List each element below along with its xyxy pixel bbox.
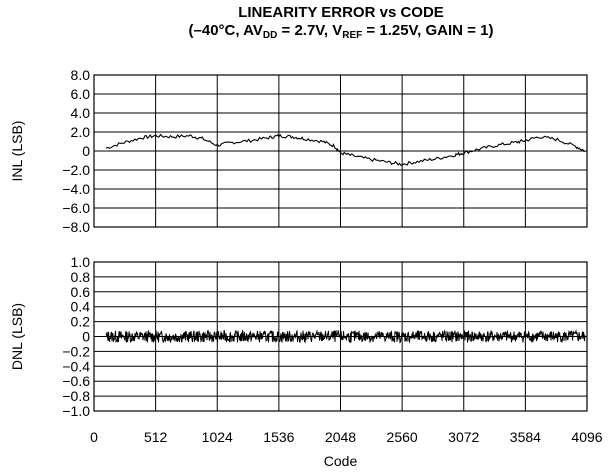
x-tick-label: 0 — [90, 429, 98, 445]
inl-ytick-label: 6.0 — [71, 86, 91, 102]
x-axis-label: Code — [324, 453, 358, 469]
x-tick-label: 512 — [144, 429, 168, 445]
dnl-ytick-label: 0.6 — [71, 284, 91, 300]
x-tick-label: 2048 — [325, 429, 356, 445]
inl-ytick-label: −2.0 — [62, 162, 90, 178]
x-tick-label: 4096 — [571, 429, 602, 445]
dnl-ytick-label: −0.8 — [62, 388, 90, 404]
inl-series-line — [105, 133, 586, 166]
x-tick-label: 2560 — [387, 429, 418, 445]
inl-ytick-label: 0 — [82, 143, 90, 159]
dnl-ytick-label: −0.2 — [62, 343, 90, 359]
dnl-ytick-label: 0.2 — [71, 314, 91, 330]
inl-ytick-label: 4.0 — [71, 105, 91, 121]
subtitle-part-open: (–40°C, AV — [188, 22, 263, 39]
chart-subtitle: (–40°C, AVDD = 2.7V, VREF = 1.25V, GAIN … — [90, 22, 592, 41]
inl-ytick-label: 8.0 — [71, 67, 91, 83]
x-tick-label: 1536 — [263, 429, 294, 445]
x-tick-label: 1024 — [202, 429, 233, 445]
inl-ytick-label: −6.0 — [62, 200, 90, 216]
dnl-ytick-label: 0.8 — [71, 269, 91, 285]
chart-title: LINEARITY ERROR vs CODE — [238, 4, 444, 21]
inl-ytick-label: 2.0 — [71, 124, 91, 140]
dnl-plot-frame — [93, 261, 588, 412]
inl-ytick-label: −4.0 — [62, 181, 90, 197]
inl-plot-frame — [93, 74, 588, 228]
subtitle-part-rest: = 1.25V, GAIN = 1) — [362, 22, 494, 39]
x-tick-label: 3072 — [448, 429, 479, 445]
x-tick-label: 3584 — [510, 429, 541, 445]
subtitle-sub-dd: DD — [262, 30, 278, 41]
dnl-ytick-label: 0 — [82, 329, 90, 345]
inl-y-axis-label: INL (LSB) — [9, 121, 25, 182]
dnl-ytick-label: −0.4 — [62, 358, 90, 374]
dnl-y-axis-label: DNL (LSB) — [9, 303, 25, 370]
dnl-ytick-label: −0.6 — [62, 373, 90, 389]
inl-ytick-label: −8.0 — [62, 219, 90, 235]
dnl-ytick-label: 1.0 — [71, 254, 91, 270]
dnl-ytick-label: −1.0 — [62, 403, 90, 419]
dnl-ytick-label: 0.4 — [71, 299, 91, 315]
dnl-series-line — [105, 329, 586, 344]
subtitle-sub-ref: REF — [342, 30, 363, 41]
subtitle-part-mid: = 2.7V, V — [277, 22, 343, 39]
